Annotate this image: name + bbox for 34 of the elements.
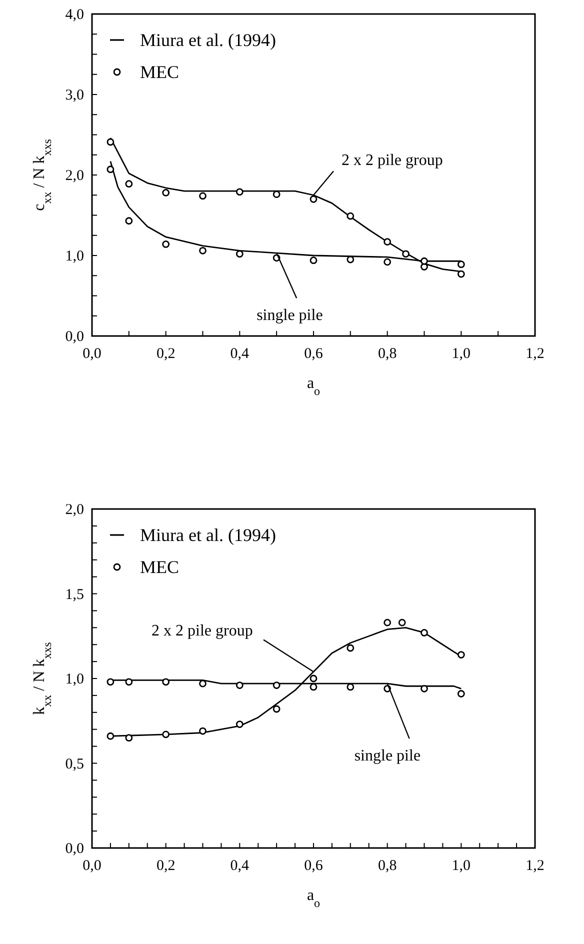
y-tick-label: 0,0 <box>65 329 84 345</box>
x-axis-title: a$_{o}$ <box>306 887 320 910</box>
x-tick-label: 0,0 <box>82 858 102 874</box>
y-tick-label: 0,0 <box>65 841 84 857</box>
x-tick-label: 0,6 <box>304 346 324 362</box>
legend-label: MEC <box>140 62 180 82</box>
y-tick-label: 2,0 <box>65 168 84 184</box>
x-tick-label: 0,2 <box>156 346 176 362</box>
y-tick-label: 1,0 <box>65 672 84 688</box>
annotation: 2 x 2 pile group <box>152 622 253 640</box>
y-tick-label: 1,0 <box>65 248 84 264</box>
x-axis-title: a$_{o}$ <box>306 375 320 398</box>
legend-label: MEC <box>140 557 180 577</box>
x-tick-label: 0,6 <box>304 858 324 874</box>
x-tick-label: 0,8 <box>378 858 397 874</box>
x-tick-label: 1,0 <box>452 346 471 362</box>
y-tick-label: 0,5 <box>65 756 84 772</box>
annotation: single pile <box>256 307 323 324</box>
y-tick-label: 3,0 <box>65 88 84 104</box>
annotation: single pile <box>354 748 421 765</box>
x-tick-label: 1,2 <box>526 858 544 874</box>
y-tick-label: 2,0 <box>65 502 84 518</box>
legend-label: Miura et al. (1994) <box>140 525 276 545</box>
legend-label: Miura et al. (1994) <box>140 30 276 50</box>
x-tick-label: 0,0 <box>82 346 102 362</box>
x-tick-label: 0,4 <box>230 858 250 874</box>
y-tick-label: 4,0 <box>65 7 84 23</box>
y-tick-label: 1,5 <box>65 586 84 603</box>
x-tick-label: 0,8 <box>378 346 397 362</box>
x-tick-label: 0,2 <box>156 858 176 874</box>
annotation: 2 x 2 pile group <box>342 152 443 170</box>
x-tick-label: 0,4 <box>230 346 250 362</box>
x-tick-label: 1,0 <box>452 858 471 874</box>
x-tick-label: 1,2 <box>526 346 544 362</box>
